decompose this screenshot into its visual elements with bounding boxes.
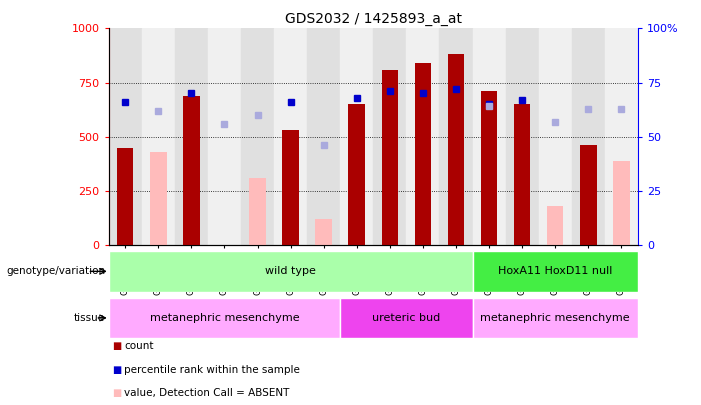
Bar xyxy=(241,28,274,245)
Bar xyxy=(481,91,497,245)
Bar xyxy=(348,104,365,245)
Text: metanephric mesenchyme: metanephric mesenchyme xyxy=(480,313,630,323)
Bar xyxy=(381,70,398,245)
Text: ureteric bud: ureteric bud xyxy=(372,313,440,323)
Bar xyxy=(613,160,629,245)
Text: ■: ■ xyxy=(112,341,122,351)
Bar xyxy=(538,28,572,245)
Bar xyxy=(472,28,505,245)
Bar xyxy=(340,298,472,338)
Text: genotype/variation: genotype/variation xyxy=(6,266,105,276)
Bar xyxy=(109,28,142,245)
Bar xyxy=(117,147,133,245)
Bar xyxy=(283,130,299,245)
Bar xyxy=(374,28,407,245)
Bar xyxy=(407,28,440,245)
Bar xyxy=(250,178,266,245)
Text: percentile rank within the sample: percentile rank within the sample xyxy=(124,365,300,375)
Text: ■: ■ xyxy=(112,388,122,398)
Bar xyxy=(183,96,200,245)
Bar xyxy=(109,251,472,292)
Bar xyxy=(514,104,531,245)
Bar xyxy=(150,152,167,245)
Bar xyxy=(109,298,340,338)
Bar xyxy=(572,28,605,245)
Title: GDS2032 / 1425893_a_at: GDS2032 / 1425893_a_at xyxy=(285,12,462,26)
Text: value, Detection Call = ABSENT: value, Detection Call = ABSENT xyxy=(124,388,290,398)
Bar xyxy=(440,28,472,245)
Bar xyxy=(274,28,307,245)
Text: HoxA11 HoxD11 null: HoxA11 HoxD11 null xyxy=(498,266,613,276)
Text: wild type: wild type xyxy=(265,266,316,276)
Text: count: count xyxy=(124,341,154,351)
Bar xyxy=(448,54,464,245)
Bar xyxy=(472,251,638,292)
Bar xyxy=(175,28,208,245)
Bar xyxy=(605,28,638,245)
Bar xyxy=(547,206,564,245)
Text: tissue: tissue xyxy=(74,313,105,323)
Bar xyxy=(580,145,597,245)
Bar xyxy=(414,63,431,245)
Bar xyxy=(307,28,340,245)
Bar xyxy=(142,28,175,245)
Bar xyxy=(315,219,332,245)
Text: metanephric mesenchyme: metanephric mesenchyme xyxy=(149,313,299,323)
Bar xyxy=(505,28,538,245)
Bar xyxy=(208,28,241,245)
Bar xyxy=(340,28,373,245)
Bar xyxy=(472,298,638,338)
Text: ■: ■ xyxy=(112,365,122,375)
